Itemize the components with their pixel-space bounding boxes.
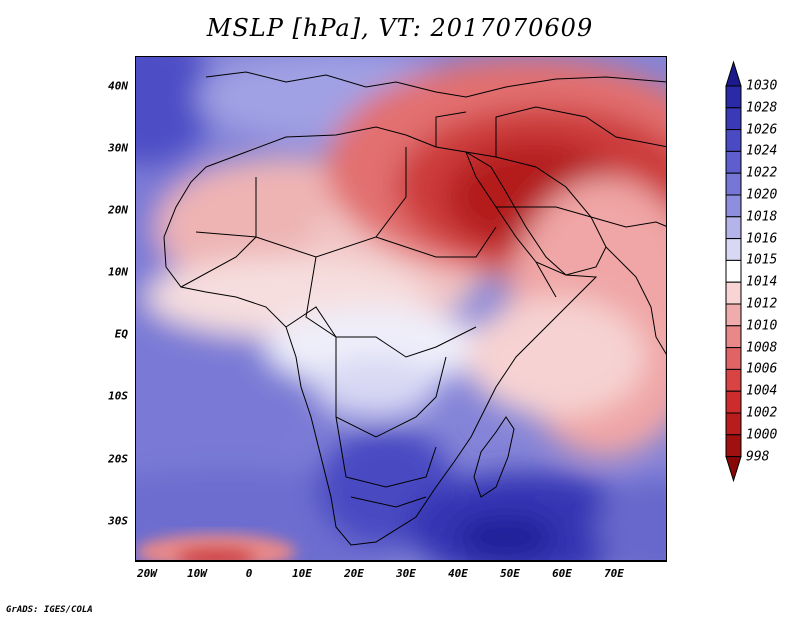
colorbar-label: 1024 [746, 143, 778, 159]
lat-label-20s: 20S [108, 452, 128, 466]
colorbar-label: 1030 [746, 78, 778, 94]
colorbar-label: 1012 [746, 296, 778, 312]
colorbar-label: 998 [746, 449, 770, 465]
chart-title: MSLP [hPa], VT: 2017070609 [206, 14, 594, 42]
colorbar-cell [725, 259, 742, 283]
colorbar-cell [725, 303, 742, 327]
x-axis-line [135, 561, 667, 562]
colorbar-label: 1022 [746, 165, 778, 181]
grads-credit: GrADS: IGES/COLA [6, 605, 93, 615]
colorbar-cell [725, 412, 742, 436]
colorbar-cell [725, 150, 742, 174]
pressure-field [136, 57, 666, 560]
colorbar-label: 1000 [746, 427, 778, 443]
colorbar-cell [725, 172, 742, 196]
colorbar-label: 1004 [746, 383, 778, 399]
colorbar [725, 60, 742, 483]
colorbar-cell [725, 238, 742, 261]
lon-label-50e: 50E [500, 567, 520, 580]
lon-label-60e: 60E [552, 567, 572, 580]
map-panel [135, 56, 667, 561]
lat-label-10n: 10N [108, 265, 128, 279]
colorbar-cell [725, 347, 742, 370]
lon-label-30e: 30E [396, 567, 416, 580]
colorbar-cell [725, 85, 742, 109]
lat-label-30n: 30N [108, 141, 128, 155]
colorbar-bottom-arrow [725, 456, 742, 483]
lon-label-20w: 20W [137, 567, 157, 580]
lon-label-10w: 10W [187, 567, 207, 580]
lon-label-40e: 40E [448, 567, 468, 580]
colorbar-label: 1026 [746, 122, 778, 138]
colorbar-cell [725, 434, 742, 458]
lat-label-20n: 20N [108, 203, 128, 217]
colorbar-cell [725, 281, 742, 305]
colorbar-cell [725, 194, 742, 218]
colorbar-label: 1002 [746, 405, 778, 421]
colorbar-label: 1015 [746, 252, 778, 268]
lon-label-0: 0 [245, 567, 253, 580]
colorbar-cell [725, 390, 742, 414]
lat-label-30s: 30S [108, 514, 128, 528]
colorbar-label: 1018 [746, 209, 778, 225]
lat-label-40n: 40N [108, 79, 128, 93]
colorbar-label: 1020 [746, 187, 778, 203]
colorbar-cell [725, 107, 742, 131]
colorbar-label: 1008 [746, 340, 778, 356]
colorbar-cell [725, 368, 742, 392]
colorbar-label: 1014 [746, 274, 778, 290]
colorbar-cell [725, 129, 742, 152]
colorbar-label: 1016 [746, 231, 778, 247]
coastlines [163, 71, 666, 546]
colorbar-label: 1010 [746, 318, 778, 334]
lon-label-20e: 20E [344, 567, 364, 580]
lat-label-10s: 10S [108, 389, 128, 403]
colorbar-cell [725, 216, 742, 240]
lon-label-70e: 70E [604, 567, 624, 580]
lon-label-10e: 10E [292, 567, 312, 580]
lat-label-eq: EQ [114, 327, 128, 341]
colorbar-top-arrow [725, 60, 742, 87]
colorbar-label: 1006 [746, 361, 778, 377]
colorbar-label: 1028 [746, 100, 778, 116]
colorbar-cell [725, 325, 742, 349]
